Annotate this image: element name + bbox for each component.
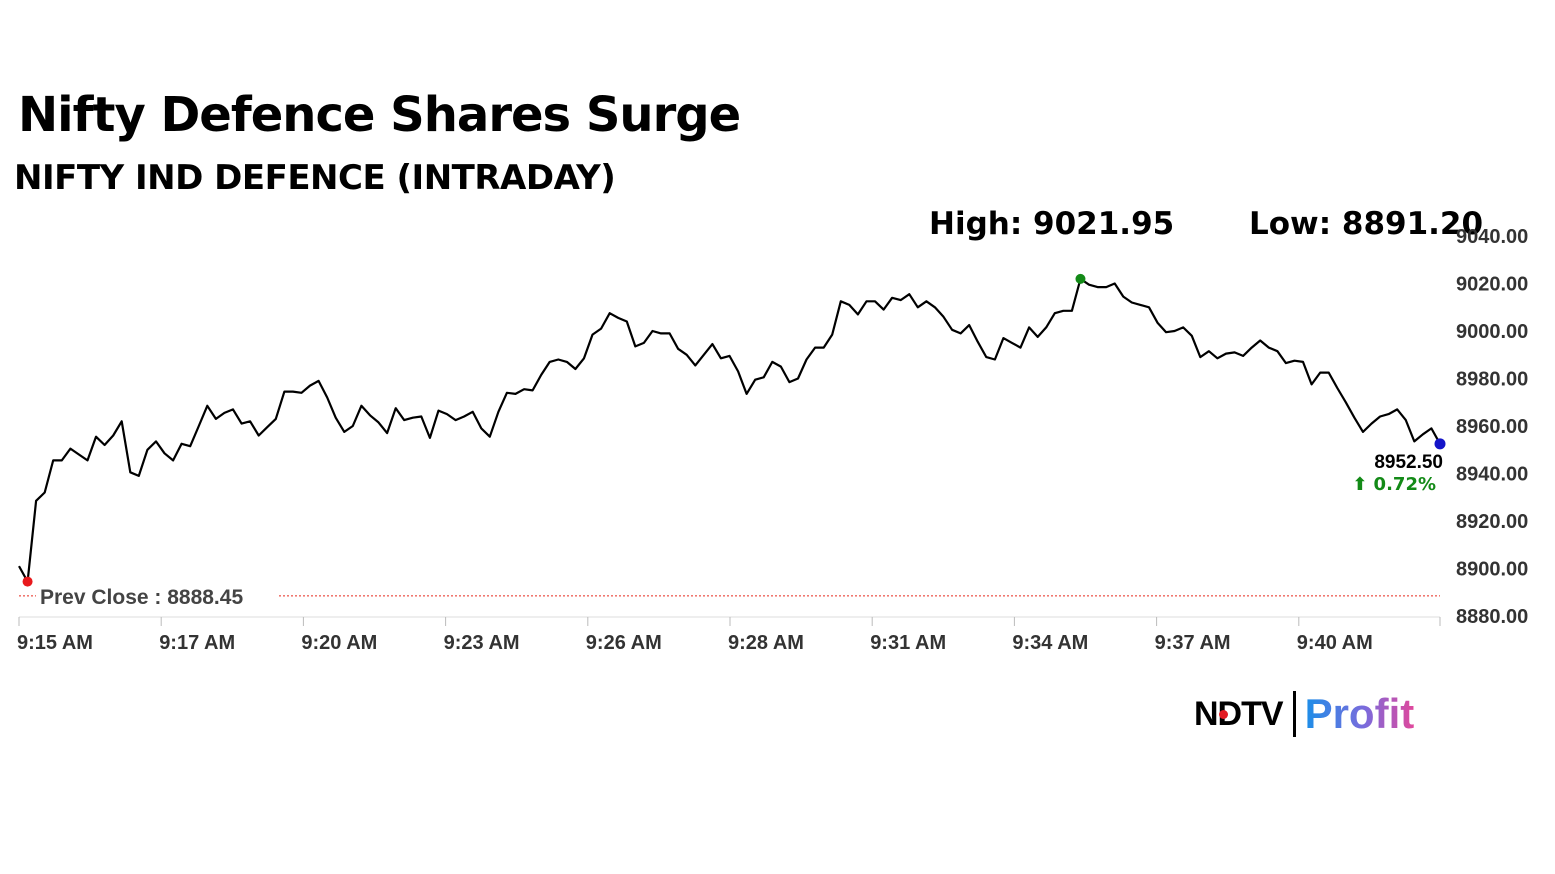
chart-subtitle: NIFTY IND DEFENCE (INTRADAY) [14, 158, 616, 198]
low-label: Low: 8891.20 [1249, 206, 1484, 242]
y-tick-label: 8880.00 [1456, 606, 1528, 628]
y-tick-label: 8920.00 [1456, 511, 1528, 533]
last-value-marker [1434, 438, 1446, 450]
price-line [18, 277, 1441, 583]
x-tick-label: 9:15 AM [17, 632, 93, 654]
x-tick-label: 9:17 AM [159, 632, 235, 654]
x-axis: 9:15 AM 9:17 AM 9:20 AM 9:23 AM 9:26 AM 9:28 … [17, 616, 1441, 654]
y-tick-label: 8900.00 [1456, 559, 1528, 581]
x-tick-label: 9:34 AM [1012, 632, 1088, 654]
y-tick-label: 8960.00 [1456, 416, 1528, 438]
prev-close-group: Prev Close : 8888.45 [19, 582, 1440, 609]
series-group [18, 277, 1441, 583]
ndtv-profit-logo: NDTV Profit [1194, 688, 1414, 740]
x-tick-label: 9:28 AM [728, 632, 804, 654]
change-label: ⬆ 0.72% [1352, 474, 1436, 495]
x-tick-label: 9:31 AM [870, 632, 946, 654]
logo-divider [1292, 691, 1296, 737]
y-tick-label: 9040.00 [1456, 226, 1528, 248]
high-label: High: 9021.95 [929, 206, 1175, 242]
x-tick-label: 9:23 AM [444, 632, 520, 654]
high-marker [1075, 273, 1086, 284]
x-tick-label: 9:26 AM [586, 632, 662, 654]
y-tick-label: 8980.00 [1456, 369, 1528, 391]
prev-close-label-bg [36, 582, 278, 607]
prev-close-label: Prev Close : 8888.45 [40, 586, 243, 609]
ndtv-wordmark: NDTV [1194, 694, 1284, 734]
ndtv-text: NDTV [1194, 694, 1284, 733]
x-tick-label: 9:37 AM [1155, 632, 1231, 654]
profit-wordmark: Profit [1304, 690, 1415, 737]
markers-group: 8952.50⬆ 0.72% [22, 273, 1446, 587]
y-tick-label: 8940.00 [1456, 464, 1528, 486]
ndtv-dot-icon [1219, 709, 1228, 719]
x-tick-label: 9:20 AM [301, 632, 377, 654]
x-tick-label: 9:40 AM [1297, 632, 1373, 654]
low-marker [22, 576, 33, 587]
y-tick-label: 9020.00 [1456, 274, 1528, 296]
y-axis: 9040.00 9020.00 9000.00 8980.00 8960.00 8940.… [1456, 226, 1528, 628]
chart-title: Nifty Defence Shares Surge [18, 87, 741, 143]
last-value-label: 8952.50 [1374, 452, 1443, 473]
y-tick-label: 9000.00 [1456, 321, 1528, 343]
